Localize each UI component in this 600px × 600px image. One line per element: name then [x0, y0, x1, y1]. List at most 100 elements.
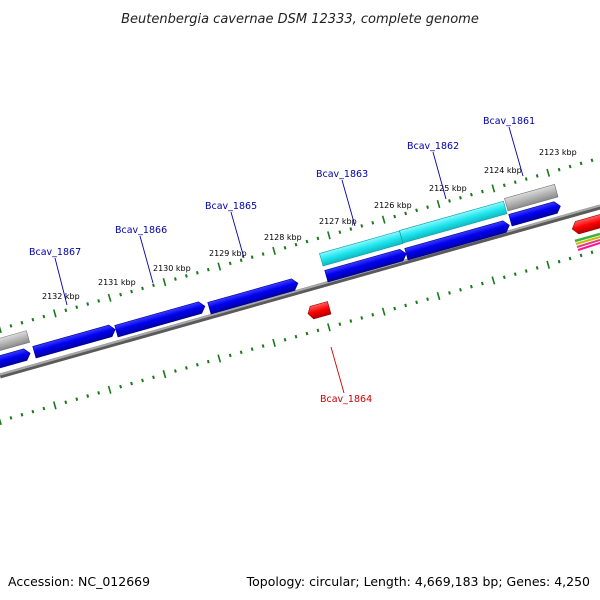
- scale-tick: [9, 324, 13, 328]
- scale-tick: [86, 302, 90, 306]
- scale-tick: [393, 214, 397, 219]
- gene-arrow-bcav-1864[interactable]: [306, 301, 332, 320]
- gene-label-bcav-1866[interactable]: Bcav_1866: [115, 225, 167, 236]
- scale-tick: [130, 381, 133, 386]
- scale-tick: [239, 350, 243, 355]
- scale-tick: [535, 266, 539, 270]
- scale-tick: [162, 278, 167, 287]
- scale-tick: [195, 362, 199, 367]
- gene-arrow-bcav-1866[interactable]: [114, 301, 207, 338]
- scale-tick: [448, 291, 451, 295]
- gene-arrow-bcav-1862-strand[interactable]: [404, 219, 511, 261]
- scale-tick: [31, 409, 35, 414]
- scale-tick: [64, 400, 68, 405]
- scale-tick: [316, 236, 320, 241]
- scale-tick: [294, 242, 298, 247]
- gene-grey-bcav-1861[interactable]: [504, 184, 559, 212]
- colored-features-right-edge: [574, 232, 600, 251]
- scale-ring-outer: [0, 158, 594, 334]
- scale-tick: [459, 195, 462, 200]
- feature-track: [0, 184, 559, 353]
- gene-label-bcav-1863[interactable]: Bcav_1863: [316, 169, 368, 180]
- scale-tick: [371, 220, 375, 225]
- scale-tick: [217, 354, 222, 363]
- scale-tick: [415, 300, 419, 305]
- scale-tick: [480, 189, 484, 194]
- scale-tick: [579, 161, 583, 166]
- tick-label: 2130 kbp: [153, 264, 191, 273]
- scale-labels: 2123 kbp 2124 kbp 2125 kbp 2126 kbp 2127…: [42, 148, 577, 301]
- gene-cyan-bcav-1862[interactable]: [399, 200, 508, 244]
- gene-label-bcav-1862[interactable]: Bcav_1862: [407, 141, 459, 152]
- scale-tick: [349, 227, 353, 231]
- map-title: Beutenbergia cavernae DSM 12333, complet…: [121, 12, 479, 27]
- scale-tick: [338, 230, 342, 234]
- scale-tick: [217, 262, 222, 271]
- scale-tick: [42, 406, 46, 411]
- scale-tick: [261, 344, 265, 348]
- scale-tick: [459, 287, 462, 292]
- scale-tick: [448, 199, 451, 203]
- scale-tick: [557, 167, 561, 172]
- scale-tick: [590, 158, 594, 163]
- gene-arrow-left-edge[interactable]: [0, 348, 32, 374]
- scale-tick: [20, 320, 24, 325]
- scale-tick: [404, 211, 408, 216]
- scale-tick: [206, 359, 210, 364]
- gene-grey-left[interactable]: [0, 330, 31, 353]
- scale-tick: [75, 397, 79, 401]
- scale-tick: [152, 283, 155, 288]
- scale-tick: [250, 347, 254, 351]
- gene-arrow-red-right-edge[interactable]: [570, 212, 600, 236]
- scale-tick: [480, 281, 484, 286]
- scale-tick: [130, 289, 133, 294]
- gene-arrow-bcav-1865[interactable]: [207, 278, 300, 315]
- gene-label-bcav-1867[interactable]: Bcav_1867: [29, 247, 81, 258]
- scale-tick: [20, 412, 24, 417]
- scale-tick: [557, 259, 561, 264]
- scale-tick: [436, 291, 441, 301]
- scale-tick: [470, 284, 473, 289]
- scale-tick: [184, 366, 188, 370]
- scale-tick: [228, 261, 232, 266]
- scale-tick: [206, 267, 210, 272]
- scale-tick: [579, 253, 583, 258]
- scale-tick: [327, 323, 331, 332]
- gene-labels: Bcav_1861 Bcav_1862 Bcav_1863 Bcav_1865 …: [29, 116, 535, 405]
- scale-tick: [86, 394, 90, 398]
- scale-tick: [436, 199, 441, 209]
- tick-label: 2124 kbp: [484, 166, 522, 175]
- tick-label: 2131 kbp: [98, 278, 136, 287]
- scale-tick: [491, 276, 496, 285]
- scale-tick: [316, 328, 320, 333]
- scale-tick: [426, 205, 429, 209]
- scale-tick: [415, 208, 419, 213]
- scale-tick: [404, 303, 408, 308]
- scale-tick: [0, 418, 2, 426]
- scale-tick: [360, 316, 364, 320]
- scale-tick: [239, 258, 243, 263]
- gene-label-bcav-1861[interactable]: Bcav_1861: [483, 116, 535, 127]
- scale-tick: [470, 192, 473, 197]
- gene-arrow-bcav-1863-strand[interactable]: [324, 248, 408, 283]
- scale-tick: [9, 416, 13, 420]
- scale-tick: [426, 297, 429, 301]
- gene-label-bcav-1864[interactable]: Bcav_1864: [320, 394, 372, 405]
- tick-label: 2129 kbp: [209, 249, 247, 258]
- scale-tick: [261, 252, 265, 256]
- scale-tick: [305, 239, 309, 244]
- scale-tick: [524, 177, 528, 181]
- scale-tick: [305, 331, 309, 336]
- gene-arrow-bcav-1861-strand[interactable]: [508, 200, 562, 227]
- scale-tick: [75, 305, 79, 309]
- gene-label-bcav-1865[interactable]: Bcav_1865: [205, 201, 257, 212]
- scale-tick: [184, 274, 188, 278]
- accession-text: Accession: NC_012669: [8, 574, 150, 589]
- gene-arrow-bcav-1867[interactable]: [32, 324, 117, 359]
- scale-tick: [338, 322, 342, 326]
- scale-tick: [502, 183, 506, 188]
- scale-tick: [119, 384, 123, 389]
- scale-tick: [360, 224, 364, 228]
- scale-tick: [381, 215, 386, 224]
